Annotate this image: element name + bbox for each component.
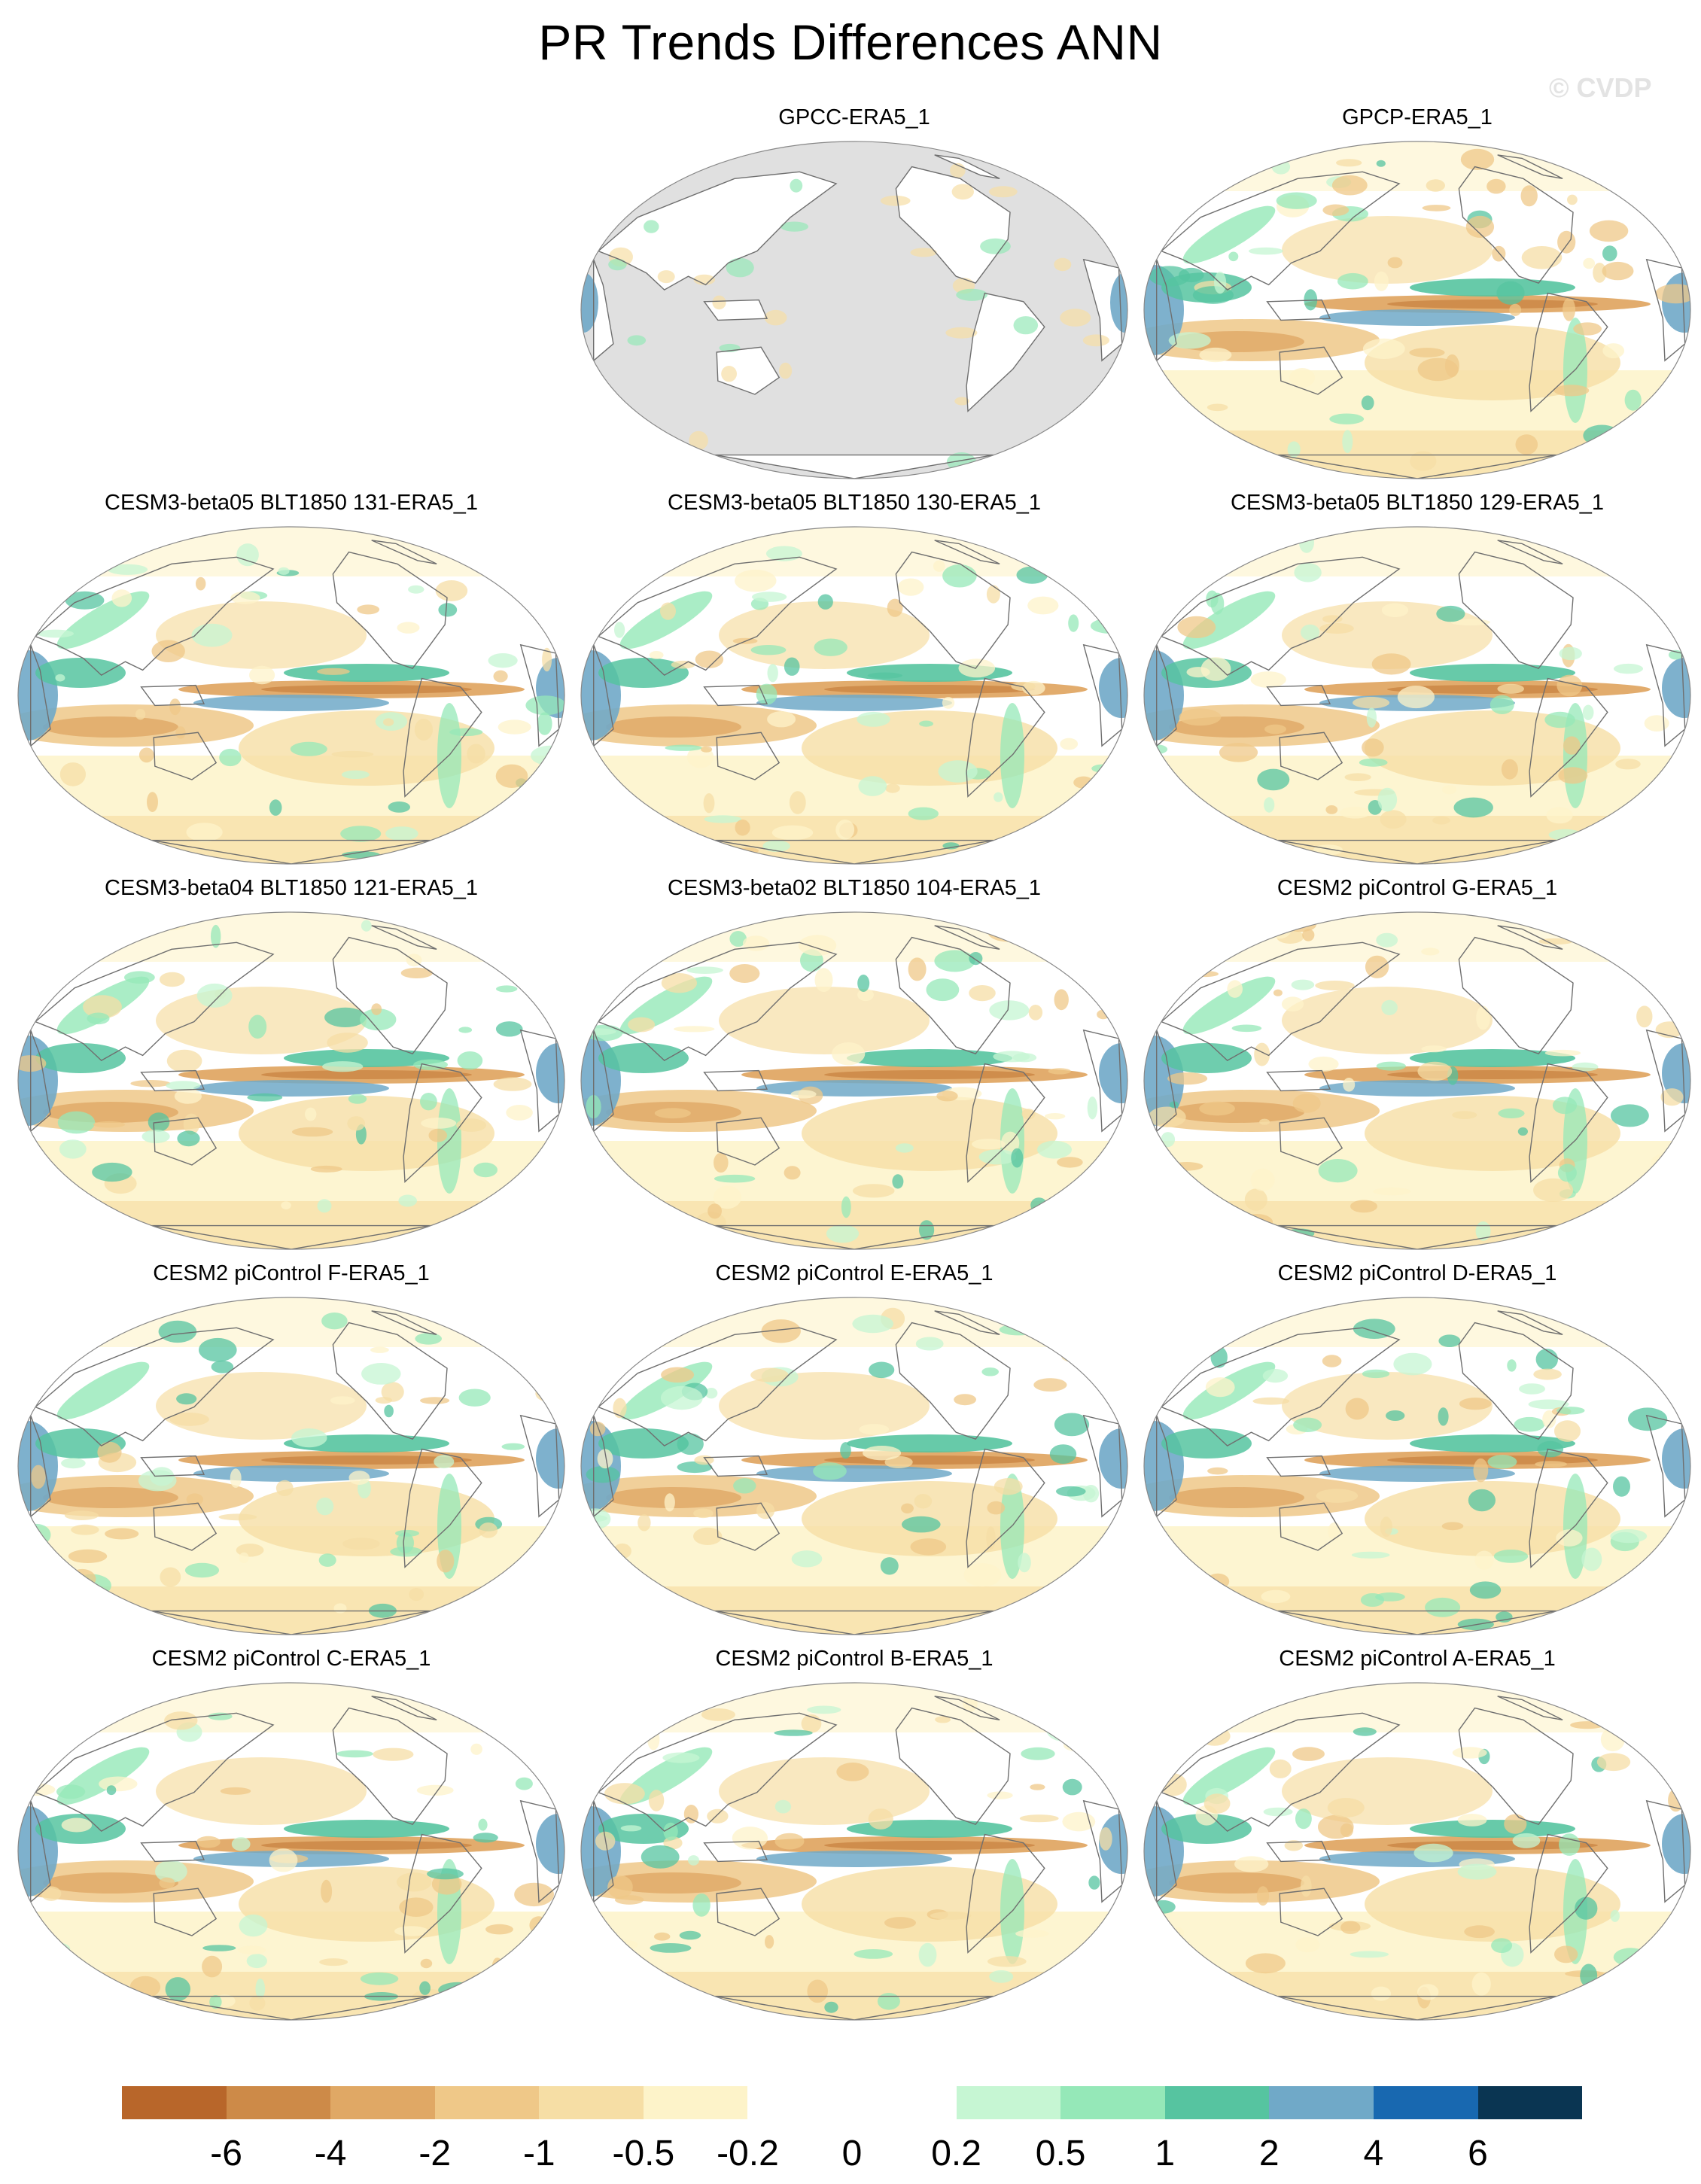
map-panel: CESM3-beta05 BLT1850 130-ERA5_1 (576, 491, 1133, 875)
colorbar-swatch (539, 2086, 644, 2119)
colorbar-swatch (330, 2086, 435, 2119)
colorbar-tick-label: 0.5 (1035, 2134, 1086, 2173)
colorbar (122, 2086, 1583, 2119)
map-panel: CESM2 piControl B-ERA5_1 (576, 1647, 1133, 2030)
colorbar-swatch (1477, 2086, 1583, 2119)
panel-title: GPCC-ERA5_1 (778, 105, 930, 129)
cvdp-watermark: © CVDP (1549, 72, 1652, 103)
map-panel: CESM3-beta04 BLT1850 121-ERA5_1 (13, 876, 570, 1260)
world-map (1143, 141, 1691, 479)
colorbar-tick-label: -0.2 (717, 2134, 779, 2173)
panel-title: CESM3-beta05 BLT1850 129-ERA5_1 (1231, 491, 1604, 515)
panel-title: CESM2 piControl F-ERA5_1 (153, 1261, 430, 1285)
panel-title: CESM2 piControl A-ERA5_1 (1279, 1647, 1556, 1671)
world-map (1143, 1682, 1691, 2021)
panel-title: CESM2 piControl D-ERA5_1 (1277, 1261, 1557, 1285)
colorbar-tick-label: -2 (418, 2134, 452, 2173)
colorbar-tick-label: -1 (522, 2134, 555, 2173)
world-map (17, 526, 565, 865)
world-map (1143, 911, 1691, 1250)
map-panel: CESM2 piControl G-ERA5_1 (1139, 876, 1696, 1260)
world-map (17, 1682, 565, 2021)
panel-title: CESM3-beta05 BLT1850 131-ERA5_1 (105, 491, 478, 515)
colorbar-tick-label: 1 (1155, 2134, 1176, 2173)
colorbar-swatch (852, 2086, 957, 2119)
colorbar-tick-label: 2 (1258, 2134, 1280, 2173)
panel-title: CESM2 piControl G-ERA5_1 (1277, 876, 1558, 900)
colorbar-swatch (747, 2086, 853, 2119)
colorbar-swatch (643, 2086, 748, 2119)
colorbar-tick-label: 6 (1468, 2134, 1488, 2173)
panel-title: GPCP-ERA5_1 (1342, 105, 1493, 129)
map-panel: CESM2 piControl D-ERA5_1 (1139, 1261, 1696, 1645)
world-map (17, 1297, 565, 1635)
panel-title: CESM2 piControl B-ERA5_1 (715, 1647, 994, 1671)
panel-title: CESM2 piControl E-ERA5_1 (715, 1261, 994, 1285)
colorbar-tick-label: -0.5 (612, 2134, 675, 2173)
map-panel: CESM3-beta02 BLT1850 104-ERA5_1 (576, 876, 1133, 1260)
map-panel: CESM2 piControl C-ERA5_1 (13, 1647, 570, 2030)
map-panel: CESM3-beta05 BLT1850 129-ERA5_1 (1139, 491, 1696, 875)
world-map (580, 141, 1128, 479)
colorbar-swatch (1373, 2086, 1478, 2119)
panel-title: CESM2 piControl C-ERA5_1 (151, 1647, 431, 1671)
map-panel: GPCP-ERA5_1 (1139, 105, 1696, 489)
colorbar-swatch (1164, 2086, 1270, 2119)
colorbar-swatch (434, 2086, 540, 2119)
panel-title: CESM3-beta05 BLT1850 130-ERA5_1 (668, 491, 1041, 515)
panel-title: CESM3-beta04 BLT1850 121-ERA5_1 (105, 876, 478, 900)
world-map (580, 911, 1128, 1250)
colorbar-tick-label: 0.2 (931, 2134, 981, 2173)
panel-title: CESM3-beta02 BLT1850 104-ERA5_1 (668, 876, 1041, 900)
colorbar-swatch (956, 2086, 1061, 2119)
map-panel: CESM2 piControl A-ERA5_1 (1139, 1647, 1696, 2030)
colorbar-swatch (1269, 2086, 1374, 2119)
colorbar-tick-label: -4 (314, 2134, 347, 2173)
world-map (1143, 526, 1691, 865)
map-panel: GPCC-ERA5_1 (576, 105, 1133, 489)
colorbar-tick-label: 0 (841, 2134, 863, 2173)
world-map (1143, 1297, 1691, 1635)
figure-title: PR Trends Differences ANN (538, 14, 1163, 70)
colorbar-tick-label: -6 (210, 2134, 242, 2173)
colorbar-tick-label: 4 (1363, 2134, 1384, 2173)
world-map (17, 911, 565, 1250)
colorbar-swatch (1060, 2086, 1165, 2119)
colorbar-swatch (226, 2086, 331, 2119)
world-map (580, 1297, 1128, 1635)
world-map (580, 526, 1128, 865)
map-panel: CESM3-beta05 BLT1850 131-ERA5_1 (13, 491, 570, 875)
map-panel: CESM2 piControl F-ERA5_1 (13, 1261, 570, 1645)
colorbar-swatch (122, 2086, 227, 2119)
map-panel: CESM2 piControl E-ERA5_1 (576, 1261, 1133, 1645)
world-map (580, 1682, 1128, 2021)
